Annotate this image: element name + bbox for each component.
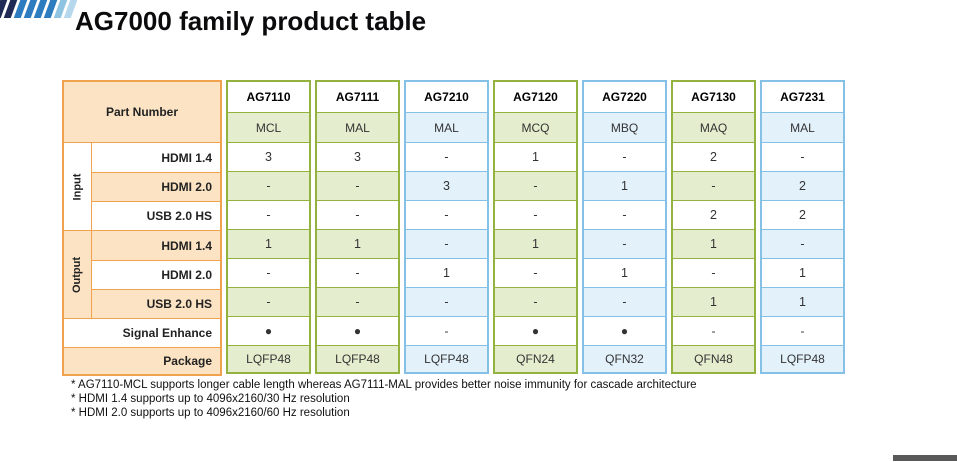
value-cell: -	[495, 287, 576, 316]
package-cell: LQFP48	[317, 345, 398, 372]
value-cell: -	[762, 229, 843, 258]
part-name: AG7130	[673, 82, 754, 112]
value-cell: 1	[495, 142, 576, 171]
product-column-ag7111: AG7111 MAL 3- -1- - ● LQFP48	[315, 80, 400, 374]
value-cell: 1	[762, 287, 843, 316]
value-cell: -	[584, 229, 665, 258]
package-cell: LQFP48	[762, 345, 843, 372]
package-cell: QFN24	[495, 345, 576, 372]
part-name: AG7110	[228, 82, 309, 112]
variant-code: MCQ	[495, 112, 576, 142]
signal-enhance-cell: ●	[495, 316, 576, 345]
value-cell: 1	[584, 258, 665, 287]
page-title: AG7000 family product table	[75, 6, 427, 36]
product-table: Part Number Input HDMI 1.4 HDMI 2.0 USB …	[62, 80, 845, 376]
value-cell: 1	[673, 229, 754, 258]
signal-enhance-cell: -	[406, 316, 487, 345]
product-column-ag7110: AG7110 MCL 3- -1- - ● LQFP48	[226, 80, 311, 374]
value-cell: 1	[317, 229, 398, 258]
variant-code: MAL	[317, 112, 398, 142]
row-label-input-hdmi20: HDMI 2.0	[92, 172, 220, 201]
value-cell: -	[495, 258, 576, 287]
value-cell: -	[584, 200, 665, 229]
value-cell: -	[406, 200, 487, 229]
value-cell: 3	[317, 142, 398, 171]
product-column-ag7210: AG7210 MAL -3- -1- - LQFP48	[404, 80, 489, 374]
package-cell: QFN32	[584, 345, 665, 372]
value-cell: -	[584, 142, 665, 171]
footnote-2: * HDMI 1.4 supports up to 4096x2160/30 H…	[71, 393, 350, 405]
package-cell: QFN48	[673, 345, 754, 372]
value-cell: -	[406, 287, 487, 316]
input-group-label: Input	[64, 143, 92, 230]
value-cell: 1	[495, 229, 576, 258]
signal-enhance-cell: ●	[228, 316, 309, 345]
value-cell: -	[406, 229, 487, 258]
label-column: Part Number Input HDMI 1.4 HDMI 2.0 USB …	[62, 80, 222, 376]
value-cell: -	[406, 142, 487, 171]
row-label-output-hdmi20: HDMI 2.0	[92, 260, 220, 289]
row-label-output-usb20hs: USB 2.0 HS	[92, 289, 220, 318]
value-cell: 1	[228, 229, 309, 258]
variant-code: MAQ	[673, 112, 754, 142]
variant-code: MAL	[762, 112, 843, 142]
output-group-label: Output	[64, 231, 92, 318]
part-name: AG7231	[762, 82, 843, 112]
value-cell: 2	[762, 200, 843, 229]
value-cell: -	[495, 171, 576, 200]
part-name: AG7210	[406, 82, 487, 112]
variant-code: MAL	[406, 112, 487, 142]
row-label-signal-enhance: Signal Enhance	[64, 318, 220, 347]
value-cell: 1	[584, 171, 665, 200]
value-cell: -	[584, 287, 665, 316]
value-cell: 3	[406, 171, 487, 200]
value-cell: 3	[228, 142, 309, 171]
product-column-ag7231: AG7231 MAL -2 2-1 1- LQFP48	[760, 80, 845, 374]
product-column-ag7130: AG7130 MAQ 2-2 1-1- QFN48	[671, 80, 756, 374]
footnote-3: * HDMI 2.0 supports up to 4096x2160/60 H…	[71, 407, 350, 419]
value-cell: 1	[762, 258, 843, 287]
value-cell: -	[673, 258, 754, 287]
value-cell: -	[228, 200, 309, 229]
product-column-ag7220: AG7220 MBQ -1- -1- ● QFN32	[582, 80, 667, 374]
value-cell: 2	[673, 142, 754, 171]
signal-enhance-cell: ●	[584, 316, 665, 345]
slide-footer-bar	[893, 455, 957, 461]
row-label-input-usb20hs: USB 2.0 HS	[92, 201, 220, 230]
footnote-1: * AG7110-MCL supports longer cable lengt…	[71, 379, 697, 391]
row-label-package: Package	[64, 347, 220, 374]
footnotes: * AG7110-MCL supports longer cable lengt…	[71, 378, 697, 420]
signal-enhance-cell: -	[762, 316, 843, 345]
row-label-output-hdmi14: HDMI 1.4	[92, 231, 220, 260]
value-cell: -	[762, 142, 843, 171]
signal-enhance-cell: ●	[317, 316, 398, 345]
part-number-header: Part Number	[64, 82, 220, 142]
value-cell: -	[228, 171, 309, 200]
value-cell: -	[495, 200, 576, 229]
value-cell: -	[228, 287, 309, 316]
product-column-ag7120: AG7120 MCQ 1- -1- - ● QFN24	[493, 80, 578, 374]
value-cell: 1	[673, 287, 754, 316]
value-cell: 1	[406, 258, 487, 287]
input-group: Input HDMI 1.4 HDMI 2.0 USB 2.0 HS	[64, 142, 220, 230]
package-cell: LQFP48	[228, 345, 309, 372]
part-name: AG7120	[495, 82, 576, 112]
value-cell: -	[228, 258, 309, 287]
part-name: AG7220	[584, 82, 665, 112]
value-cell: -	[317, 287, 398, 316]
part-name: AG7111	[317, 82, 398, 112]
value-cell: -	[317, 258, 398, 287]
package-cell: LQFP48	[406, 345, 487, 372]
signal-enhance-cell: -	[673, 316, 754, 345]
brand-logo-stripes	[0, 0, 78, 18]
value-cell: 2	[673, 200, 754, 229]
value-cell: -	[673, 171, 754, 200]
value-cell: -	[317, 171, 398, 200]
variant-code: MBQ	[584, 112, 665, 142]
value-cell: 2	[762, 171, 843, 200]
value-cell: -	[317, 200, 398, 229]
variant-code: MCL	[228, 112, 309, 142]
output-group: Output HDMI 1.4 HDMI 2.0 USB 2.0 HS	[64, 230, 220, 318]
row-label-input-hdmi14: HDMI 1.4	[92, 143, 220, 172]
